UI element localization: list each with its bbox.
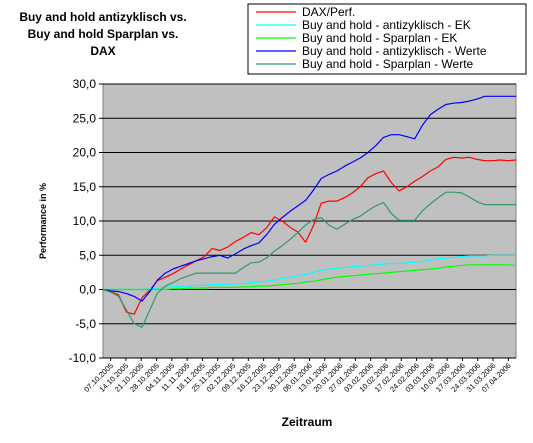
series-lines — [102, 95, 517, 328]
legend-label: Buy and hold - Sparplan - EK — [302, 31, 457, 45]
y-tick-label: 5,0 — [79, 248, 96, 262]
y-tick-label: 15,0 — [73, 180, 97, 194]
legend-label: Buy and hold - antizyklisch - Werte — [302, 44, 487, 58]
series-line-3 — [103, 264, 517, 291]
chart-title-line-1: Buy and hold antizyklisch vs. — [19, 10, 186, 24]
legend-label: DAX/Perf. — [302, 5, 355, 19]
y-tick-label: 0,0 — [79, 283, 96, 297]
y-tick-label: -5,0 — [75, 317, 96, 331]
chart-title-line-2: Buy and hold Sparplan vs. — [28, 27, 179, 41]
series-line-5 — [102, 191, 516, 328]
legend-box — [247, 3, 527, 75]
x-axis-label: Zeitraum — [282, 415, 333, 429]
x-axis-ticks: 07.10.200514.10.200521.10.200528.10.2005… — [82, 358, 513, 394]
y-tick-label: 20,0 — [73, 146, 97, 160]
y-tick-label: 30,0 — [73, 77, 97, 91]
y-axis-ticks: -10,0 -5,0 0,0 5,0 10,0 15,0 20,0 25,0 30,0 — [69, 77, 103, 365]
series-line-1 — [102, 156, 517, 315]
y-tick-label: 25,0 — [73, 111, 97, 125]
legend-label: Buy and hold - antizyklisch - EK — [302, 18, 471, 32]
chart-title-line-3: DAX — [90, 44, 115, 58]
y-axis-label: Performance in % — [38, 183, 48, 259]
y-tick-label: -10,0 — [69, 351, 97, 365]
legend-label: Buy and hold - Sparplan - Werte — [302, 57, 474, 71]
chart-title: Buy and hold antizyklisch vs. Buy and ho… — [19, 10, 186, 58]
series-line-2 — [103, 254, 516, 291]
y-tick-label: 10,0 — [73, 214, 97, 228]
legend: DAX/Perf.Buy and hold - antizyklisch - E… — [247, 3, 527, 75]
series-line-4 — [102, 95, 516, 302]
